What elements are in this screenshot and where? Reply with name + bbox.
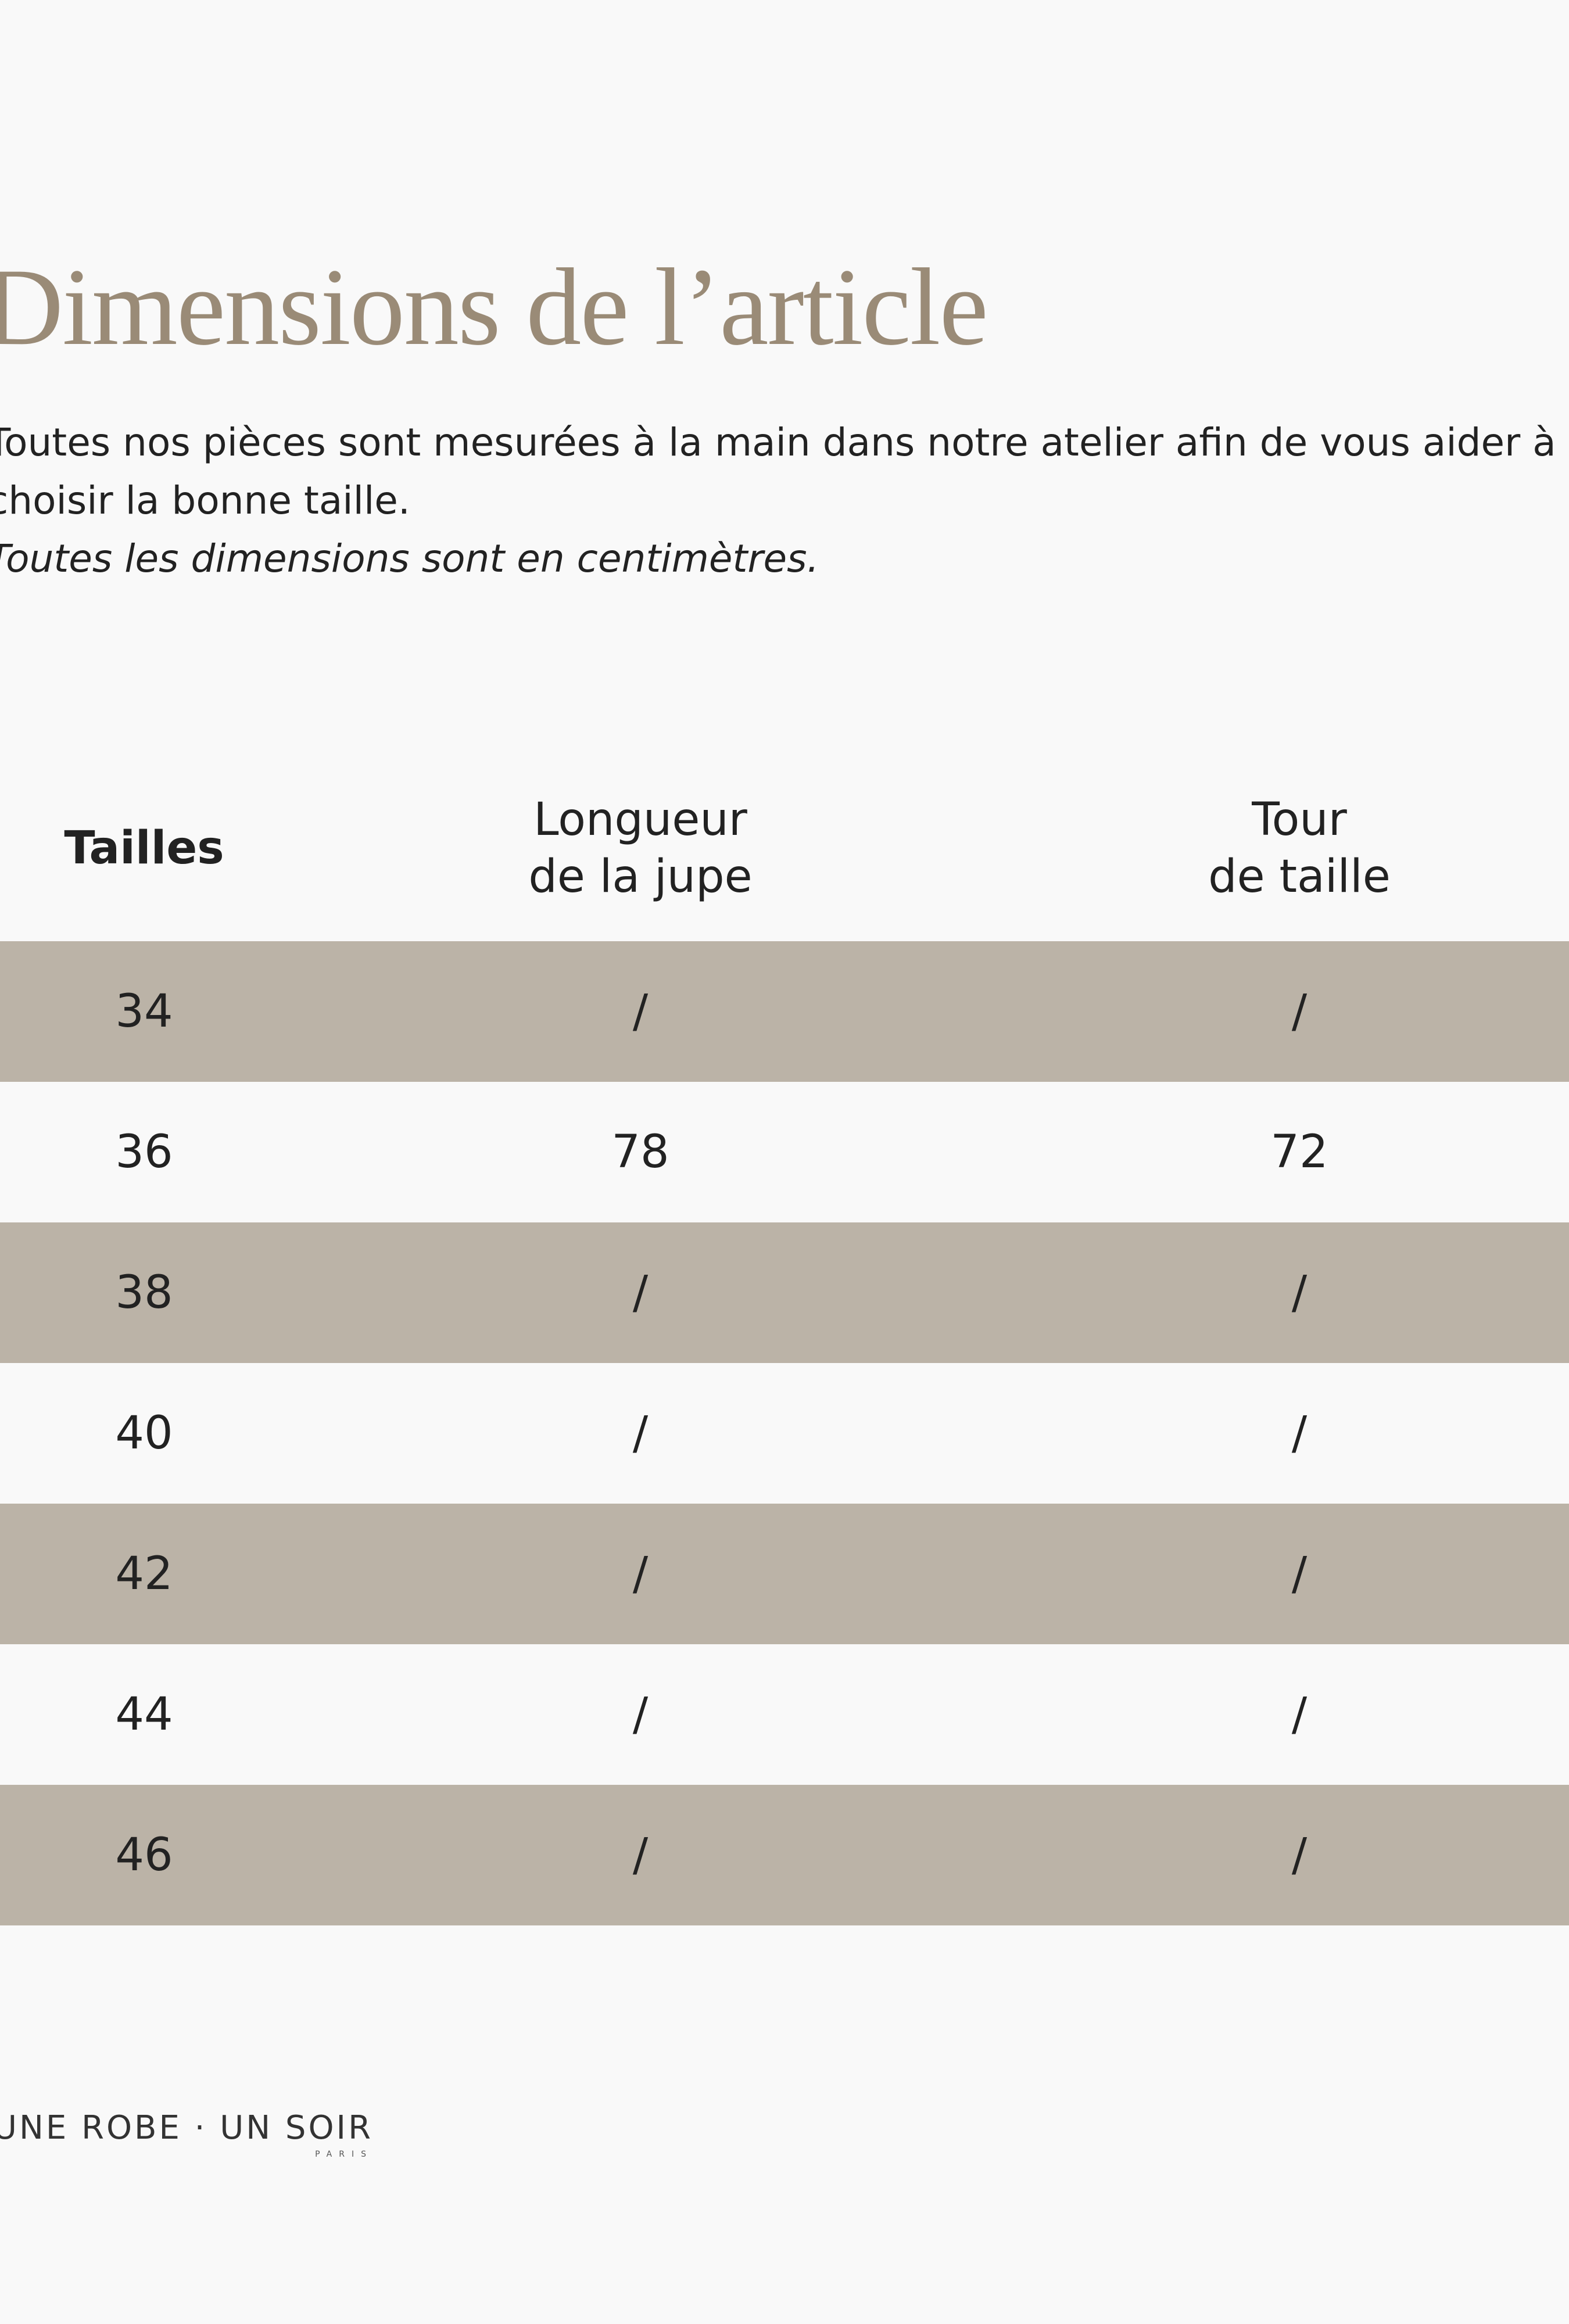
table-cell: / <box>632 1688 649 1741</box>
table-cell: / <box>632 985 649 1038</box>
table-cell: 40 <box>115 1407 173 1459</box>
note: Toutes les dimensions sont en centimètre… <box>0 536 819 581</box>
logo-city: PARIS <box>315 2150 373 2159</box>
table-cell: 34 <box>115 985 173 1038</box>
table-row: 42 / / <box>0 1504 1569 1644</box>
table-cell: / <box>632 1548 649 1600</box>
intro: Toutes nos pièces sont mesurées à la mai… <box>0 420 1556 523</box>
table-cell: 72 <box>1270 1126 1328 1178</box>
header-cell: Tailles <box>64 822 224 874</box>
table-cell: / <box>1291 1688 1308 1741</box>
table-cell: 78 <box>611 1126 669 1178</box>
table-row: 38 / / <box>0 1222 1569 1363</box>
title: Dimensions de l’article <box>0 246 988 368</box>
table-row: 46 / / <box>0 1785 1569 1925</box>
header-cell: Longueur de la jupe <box>528 794 753 903</box>
table-cell: / <box>1291 1548 1308 1600</box>
table-cell: 46 <box>115 1829 173 1881</box>
table-cell: / <box>1291 1267 1308 1319</box>
table-cell: / <box>632 1267 649 1319</box>
table-row: 36 78 72 <box>0 1082 1569 1222</box>
header-row: Tailles Longueur de la jupe Tour de taille <box>0 755 1569 941</box>
logo-name: UNE ROBE · UN SOIR <box>0 2109 373 2147</box>
table-cell: 38 <box>115 1267 173 1319</box>
header-cell: Tour de taille <box>1208 794 1391 903</box>
table-cell: / <box>1291 1407 1308 1459</box>
table-row: 34 / / <box>0 941 1569 1082</box>
table-cell: 42 <box>115 1548 173 1600</box>
table-cell: 36 <box>115 1126 173 1178</box>
table-row: 44 / / <box>0 1644 1569 1785</box>
table-row: 40 / / <box>0 1363 1569 1504</box>
logo: UNE ROBE · UN SOIR PARIS <box>0 2109 373 2159</box>
table-cell: 44 <box>115 1688 173 1741</box>
table-cell: / <box>1291 985 1308 1038</box>
table-cell: / <box>632 1407 649 1459</box>
table-cell: / <box>632 1829 649 1881</box>
size-table: Tailles Longueur de la jupe Tour de taille… <box>0 755 1569 1925</box>
table-cell: / <box>1291 1829 1308 1881</box>
